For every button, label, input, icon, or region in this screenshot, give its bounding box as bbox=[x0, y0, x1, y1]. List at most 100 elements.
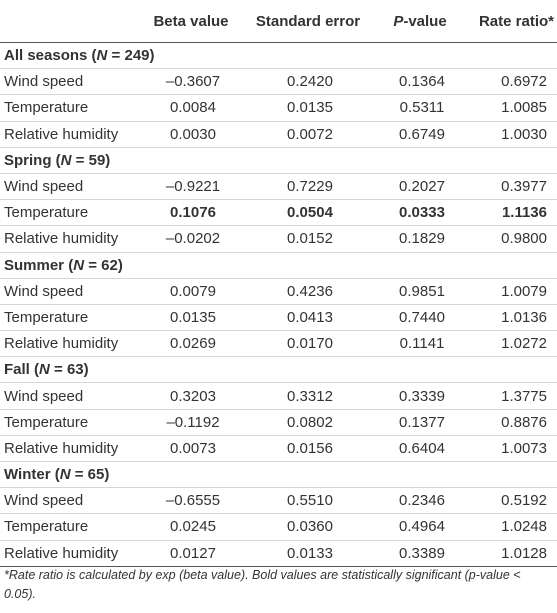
variable-label-cell: Relative humidity bbox=[0, 435, 140, 463]
table-row: Relative humidity 0.0073 0.0156 0.6404 1.007… bbox=[0, 435, 557, 463]
section-name: Winter bbox=[4, 466, 51, 484]
section-row-all-seasons: All seasons (N = 249) bbox=[0, 42, 557, 70]
standard-error-cell: 0.0135 bbox=[246, 94, 374, 122]
table-row: Relative humidity –0.0202 0.0152 0.1829 0.98… bbox=[0, 225, 557, 253]
variable-label-cell: Wind speed bbox=[0, 382, 140, 410]
standard-error-cell: 0.7229 bbox=[246, 173, 374, 201]
table-row: Wind speed –0.3607 0.2420 0.1364 0.6972 bbox=[0, 68, 557, 96]
standard-error-cell: 0.0802 bbox=[246, 409, 374, 436]
variable-label-cell: Wind speed bbox=[0, 68, 140, 96]
beta-value-cell: 0.0245 bbox=[140, 513, 246, 541]
table-row: Temperature 0.0245 0.0360 0.4964 1.0248 bbox=[0, 513, 557, 541]
variable-label-cell: Wind speed bbox=[0, 487, 140, 515]
beta-value-cell: 0.0127 bbox=[140, 540, 246, 567]
variable-label-cell: Temperature bbox=[0, 513, 140, 541]
standard-error-cell: 0.4236 bbox=[246, 278, 374, 305]
table-row: Temperature 0.0135 0.0413 0.7440 1.0136 bbox=[0, 304, 557, 332]
p-value-cell: 0.0333 bbox=[374, 199, 470, 227]
section-name: Spring bbox=[4, 151, 52, 169]
rate-ratio-cell: 0.9800 bbox=[470, 225, 557, 253]
rate-ratio-cell: 0.8876 bbox=[470, 409, 557, 436]
table-row: Temperature –0.1192 0.0802 0.1377 0.8876 bbox=[0, 409, 557, 436]
section-n-letter: N bbox=[59, 466, 71, 484]
p-value-cell: 0.5311 bbox=[374, 94, 470, 122]
header-beta-value: Beta value bbox=[140, 0, 246, 43]
table-row: Relative humidity 0.0127 0.0133 0.3389 1.012… bbox=[0, 540, 557, 567]
p-value-cell: 0.6404 bbox=[374, 435, 470, 463]
rate-ratio-cell: 1.0128 bbox=[470, 540, 557, 567]
table-row: Wind speed 0.0079 0.4236 0.9851 1.0079 bbox=[0, 278, 557, 305]
variable-label-cell: Relative humidity bbox=[0, 225, 140, 253]
standard-error-cell: 0.0072 bbox=[246, 121, 374, 148]
section-title: Spring (N = 59) bbox=[0, 147, 557, 174]
header-rate-ratio: Rate ratio* bbox=[470, 0, 557, 43]
variable-label-cell: Temperature bbox=[0, 94, 140, 122]
section-title: Fall (N = 63) bbox=[0, 356, 557, 384]
p-value-cell: 0.1829 bbox=[374, 225, 470, 253]
beta-value-cell: –0.3607 bbox=[140, 68, 246, 96]
variable-label-cell: Temperature bbox=[0, 304, 140, 332]
section-paren-open: ( bbox=[87, 47, 97, 65]
section-n-count: = 63 bbox=[49, 361, 84, 379]
header-row: Beta value Standard error P-value Rate r… bbox=[0, 0, 557, 43]
rate-ratio-cell: 1.0272 bbox=[470, 330, 557, 358]
beta-value-cell: –0.6555 bbox=[140, 487, 246, 515]
standard-error-cell: 0.0413 bbox=[246, 304, 374, 332]
p-value-cell: 0.7440 bbox=[374, 304, 470, 332]
rate-ratio-cell: 1.0073 bbox=[470, 435, 557, 463]
standard-error-cell: 0.3312 bbox=[246, 382, 374, 410]
section-paren-close: ) bbox=[83, 361, 89, 379]
table-row: Wind speed –0.9221 0.7229 0.2027 0.3977 bbox=[0, 173, 557, 201]
table-row: Wind speed –0.6555 0.5510 0.2346 0.5192 bbox=[0, 487, 557, 515]
section-paren-close: ) bbox=[117, 256, 123, 274]
rate-ratio-cell: 0.5192 bbox=[470, 487, 557, 515]
beta-value-cell: 0.0073 bbox=[140, 435, 246, 463]
section-title: All seasons (N = 249) bbox=[0, 42, 557, 70]
table-footnote: *Rate ratio is calculated by exp (beta v… bbox=[4, 568, 521, 601]
p-value-cell: 0.1377 bbox=[374, 409, 470, 436]
standard-error-cell: 0.0156 bbox=[246, 435, 374, 463]
standard-error-cell: 0.0360 bbox=[246, 513, 374, 541]
rate-ratio-cell: 1.0248 bbox=[470, 513, 557, 541]
rate-ratio-cell: 0.6972 bbox=[470, 68, 557, 96]
section-paren-close: ) bbox=[104, 466, 110, 484]
beta-value-cell: 0.0135 bbox=[140, 304, 246, 332]
regression-table: Beta value Standard error P-value Rate r… bbox=[0, 0, 557, 567]
p-value-cell: 0.1364 bbox=[374, 68, 470, 96]
table-row: Wind speed 0.3203 0.3312 0.3339 1.3775 bbox=[0, 382, 557, 410]
rate-ratio-cell: 1.0136 bbox=[470, 304, 557, 332]
rate-ratio-cell: 1.1136 bbox=[470, 199, 557, 227]
variable-label-cell: Wind speed bbox=[0, 278, 140, 305]
header-p-suffix: -value bbox=[403, 12, 447, 30]
p-value-cell: 0.3339 bbox=[374, 382, 470, 410]
variable-label-cell: Relative humidity bbox=[0, 540, 140, 567]
section-n-count: = 59 bbox=[71, 151, 106, 169]
standard-error-cell: 0.0504 bbox=[246, 199, 374, 227]
beta-value-cell: 0.0079 bbox=[140, 278, 246, 305]
p-value-cell: 0.2027 bbox=[374, 173, 470, 201]
section-n-letter: N bbox=[60, 151, 72, 169]
rate-ratio-cell: 1.3775 bbox=[470, 382, 557, 410]
section-n-letter: N bbox=[96, 47, 108, 65]
table-body: All seasons (N = 249) Wind speed –0.3607 0.… bbox=[0, 42, 557, 567]
variable-label-cell: Temperature bbox=[0, 199, 140, 227]
variable-label-cell: Temperature bbox=[0, 409, 140, 436]
section-name: Summer bbox=[4, 256, 65, 274]
header-p-letter: P bbox=[393, 12, 404, 30]
section-n-count: = 249 bbox=[107, 47, 150, 65]
beta-value-cell: 0.0084 bbox=[140, 94, 246, 122]
variable-label-cell: Wind speed bbox=[0, 173, 140, 201]
section-n-count: = 62 bbox=[84, 256, 118, 274]
variable-label-cell: Relative humidity bbox=[0, 121, 140, 148]
p-value-cell: 0.9851 bbox=[374, 278, 470, 305]
rate-ratio-cell: 1.0085 bbox=[470, 94, 557, 122]
section-row-fall: Fall (N = 63) bbox=[0, 356, 557, 384]
rate-ratio-cell: 0.3977 bbox=[470, 173, 557, 201]
section-paren-open: ( bbox=[29, 361, 40, 379]
standard-error-cell: 0.5510 bbox=[246, 487, 374, 515]
section-paren-close: ) bbox=[149, 47, 155, 65]
section-paren-open: ( bbox=[51, 151, 61, 169]
rate-ratio-cell: 1.0030 bbox=[470, 121, 557, 148]
section-title: Summer (N = 62) bbox=[0, 252, 557, 279]
